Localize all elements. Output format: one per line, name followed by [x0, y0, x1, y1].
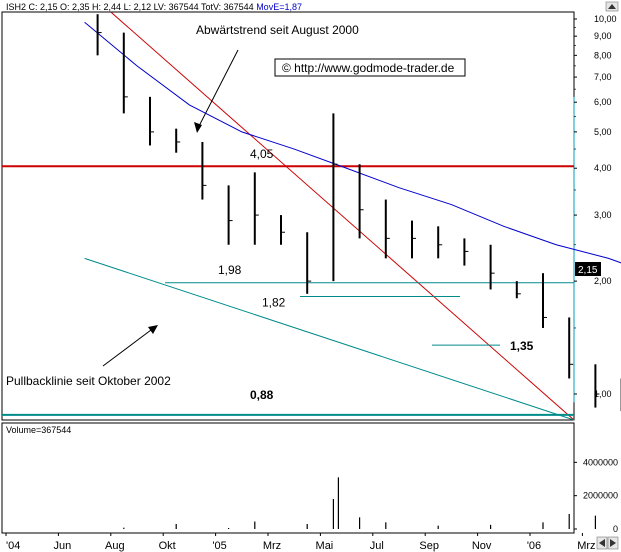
price-bar: [280, 215, 285, 245]
x-axis: '04JunAugOkt'05MrzMaiJulSepNov'06MrzMaiJ…: [5, 533, 596, 552]
pullback-arrow: [102, 326, 156, 367]
downtrend-annotation: Abwärtstrend seit August 2000: [196, 23, 359, 37]
pullback-arrowhead: [148, 325, 158, 334]
y-tick-label: 5,00: [594, 127, 612, 137]
scroll-right-button[interactable]: [607, 536, 619, 550]
x-tick-label: Nov: [472, 540, 492, 552]
arrow-up-icon: [608, 4, 616, 9]
price-bar: [122, 32, 128, 114]
ma-line: [84, 21, 621, 264]
volume-y-tick-label: 0: [613, 524, 618, 534]
level-label: 4,05: [250, 147, 274, 161]
moving-average: [84, 21, 621, 264]
level-label: 0,88: [250, 388, 274, 402]
x-tick-label: Jun: [54, 540, 72, 552]
price-bar: [437, 226, 443, 259]
price-y-axis: 10,00 9,00 8,00 7,00 6,00 5,00 4,00 3,00 2,00 1,0…: [574, 14, 617, 399]
price-bar: [253, 172, 259, 245]
y-tick-label: 10,00: [594, 14, 617, 24]
x-tick-label: Sep: [419, 540, 439, 552]
watermark: © http://www.godmode-trader.de: [282, 61, 455, 75]
price-bar: [149, 96, 154, 146]
current-price-badge: 2,15: [578, 265, 598, 276]
trend-line-pullbacklinie: [84, 257, 575, 421]
y-tick-label: 3,00: [594, 210, 612, 220]
downtrend-arrowhead: [194, 122, 202, 133]
y-tick-label: 2,00: [594, 276, 612, 286]
price-bar: [489, 244, 495, 290]
volume-y-tick-label: 4000000: [583, 457, 618, 467]
watermark-box: [274, 58, 466, 77]
x-tick-label: '05: [212, 540, 226, 552]
y-tick-label: 9,00: [594, 31, 612, 41]
x-tick-label: Mrz: [263, 540, 281, 552]
volume-bars: [123, 477, 621, 529]
scroll-up-button[interactable]: [605, 1, 619, 12]
price-bar: [175, 128, 181, 153]
volume-header: Volume=367544: [6, 425, 71, 435]
x-tick-label: '04: [6, 540, 20, 552]
y-tick-label: 1,00: [594, 389, 612, 399]
pullback-annotation: Pullbacklinie seit Oktober 2002: [6, 374, 171, 388]
symbol-header: ISH2 C: 2,15 O: 2,35 H: 2,44 L: 2,12 LV:…: [6, 2, 302, 12]
x-tick-label: Mai: [316, 540, 334, 552]
ma-label: MovE=1,87: [256, 2, 302, 12]
annotation-arrows: [102, 49, 239, 367]
x-tick-label: Aug: [105, 540, 125, 552]
arrow-right-icon: [610, 539, 616, 547]
volume-y-tick-label: 2000000: [583, 491, 618, 501]
price-bar: [384, 199, 390, 259]
y-tick-label: 7,00: [594, 72, 612, 82]
price-badge-box: [575, 262, 601, 276]
trend-line-abwärtstrend: [110, 11, 575, 421]
price-bar: [227, 185, 233, 245]
symbol-line: ISH2 C: 2,15 O: 2,35 H: 2,44 L: 2,12 LV:…: [6, 2, 254, 12]
arrow-left-icon: [599, 539, 605, 547]
x-tick-label: Okt: [159, 540, 176, 552]
y-tick-label: 8,00: [594, 50, 612, 60]
level-label: 1,35: [510, 339, 534, 353]
price-bar: [463, 238, 469, 266]
volume-panel: [1, 422, 575, 534]
price-bar: [306, 232, 312, 294]
price-bar: [358, 164, 364, 239]
volume-y-axis: 4000000 2000000 0: [574, 457, 618, 534]
scroll-left-button[interactable]: [596, 536, 608, 550]
price-bar: [568, 317, 574, 379]
y-tick-label: 6,00: [594, 97, 612, 107]
price-bar: [594, 364, 600, 408]
y-tick-label: 4,00: [594, 163, 612, 173]
price-bar: [515, 281, 521, 299]
level-label: 1,82: [262, 295, 286, 309]
level-label: 1,98: [218, 263, 242, 277]
downtrend-arrow: [196, 49, 239, 131]
price-bars: [96, 14, 621, 412]
x-tick-label: Jul: [370, 540, 384, 552]
price-bar: [201, 141, 207, 200]
horizontal-levels: 4,05 1,98 1,82 1,35 0,88: [2, 147, 574, 416]
price-bar: [96, 14, 102, 56]
price-bar: [542, 273, 547, 328]
price-bar: [411, 220, 416, 259]
x-tick-label: Mrz: [577, 540, 595, 552]
x-tick-label: '06: [527, 540, 541, 552]
price-bar: [332, 113, 338, 282]
